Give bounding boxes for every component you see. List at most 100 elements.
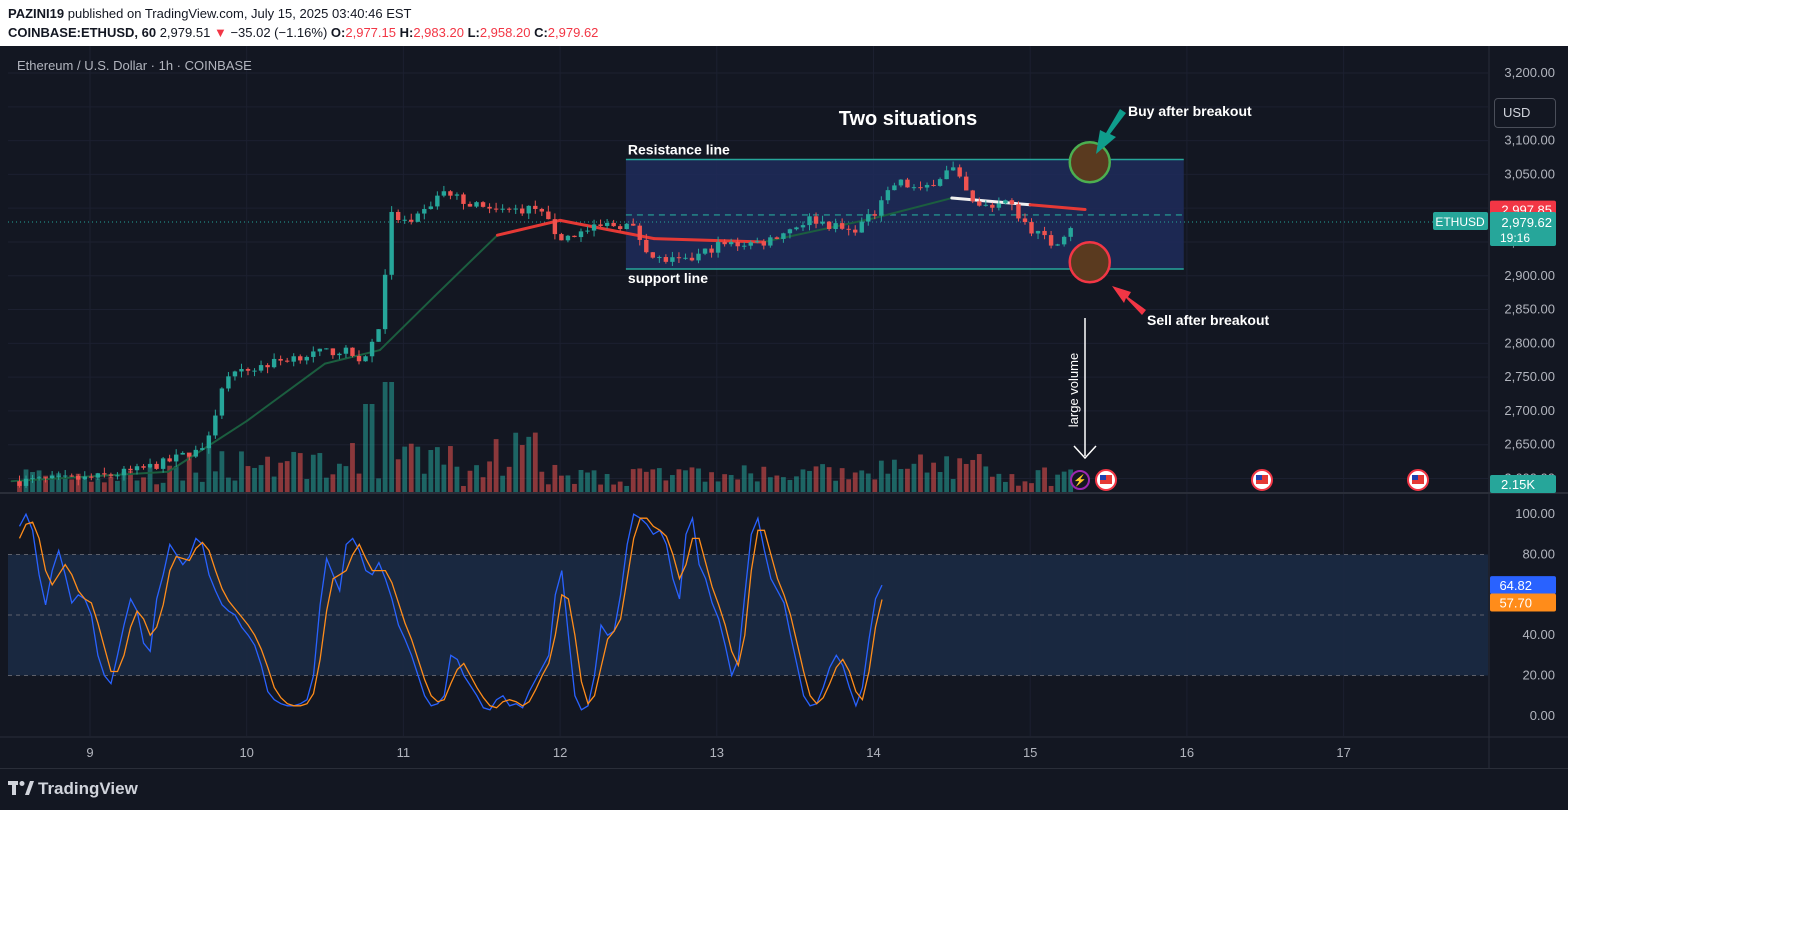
candle-body[interactable] — [115, 475, 120, 477]
candle-body[interactable] — [389, 211, 394, 275]
candle-body[interactable] — [839, 223, 845, 229]
candle-body[interactable] — [441, 191, 447, 196]
candle-body[interactable] — [676, 257, 682, 259]
candle-body[interactable] — [474, 202, 479, 207]
candle-body[interactable] — [637, 225, 642, 240]
candle-body[interactable] — [160, 458, 166, 469]
candle-body[interactable] — [918, 187, 923, 189]
candle-body[interactable] — [794, 227, 799, 230]
candle-body[interactable] — [154, 463, 159, 469]
candle-body[interactable] — [350, 347, 355, 356]
candle-body[interactable] — [990, 204, 995, 208]
candle-body[interactable] — [696, 253, 701, 261]
candle-body[interactable] — [611, 222, 616, 227]
candle-body[interactable] — [134, 466, 140, 471]
ethereum-event-icon[interactable] — [1070, 470, 1090, 490]
candlesticks[interactable] — [17, 161, 1073, 488]
candle-body[interactable] — [833, 223, 838, 230]
candle-body[interactable] — [552, 219, 558, 235]
candle-body[interactable] — [1035, 230, 1041, 234]
candle-body[interactable] — [905, 179, 910, 188]
candle-body[interactable] — [23, 478, 29, 486]
candle-body[interactable] — [911, 187, 917, 189]
candle-body[interactable] — [363, 356, 368, 362]
candle-body[interactable] — [807, 216, 812, 226]
candle-body[interactable] — [944, 170, 949, 180]
currency-button[interactable]: USD — [1494, 98, 1556, 128]
candle-body[interactable] — [415, 213, 420, 222]
candle-body[interactable] — [924, 184, 930, 188]
candle-body[interactable] — [1048, 235, 1054, 246]
candle-body[interactable] — [402, 219, 407, 221]
candle-body[interactable] — [578, 231, 584, 238]
chart-canvas[interactable]: Two situations Resistance line support l… — [0, 46, 1568, 768]
candle-body[interactable] — [76, 475, 81, 480]
candle-body[interactable] — [1061, 236, 1067, 245]
candle-body[interactable] — [141, 466, 146, 468]
candle-body[interactable] — [239, 368, 244, 372]
candle-body[interactable] — [226, 376, 231, 389]
candle-body[interactable] — [43, 477, 48, 479]
candle-body[interactable] — [219, 388, 225, 416]
candle-body[interactable] — [755, 241, 760, 243]
candle-body[interactable] — [382, 274, 388, 330]
candle-body[interactable] — [102, 473, 107, 475]
candle-body[interactable] — [69, 475, 74, 477]
candle-body[interactable] — [291, 356, 296, 362]
candle-body[interactable] — [983, 204, 989, 206]
candle-body[interactable] — [513, 208, 518, 210]
candle-body[interactable] — [964, 176, 969, 191]
candle-body[interactable] — [866, 214, 871, 222]
candle-body[interactable] — [62, 475, 68, 477]
candle-body[interactable] — [898, 179, 904, 186]
candle-body[interactable] — [49, 475, 55, 479]
candle-body[interactable] — [17, 481, 22, 486]
candle-body[interactable] — [774, 237, 780, 239]
candle-body[interactable] — [539, 208, 545, 212]
candle-body[interactable] — [147, 463, 153, 468]
candle-body[interactable] — [369, 341, 375, 357]
candle-body[interactable] — [957, 167, 962, 177]
candle-body[interactable] — [670, 257, 675, 262]
candle-body[interactable] — [128, 468, 133, 471]
candle-body[interactable] — [950, 167, 956, 171]
candle-body[interactable] — [728, 241, 734, 245]
event-markers[interactable]: ⚡ — [1070, 469, 1429, 491]
candle-body[interactable] — [800, 225, 806, 228]
candle-body[interactable] — [330, 348, 336, 356]
candle-body[interactable] — [885, 190, 891, 201]
candle-body[interactable] — [30, 478, 35, 480]
candle-body[interactable] — [996, 203, 1002, 208]
candle-body[interactable] — [311, 351, 316, 357]
candle-body[interactable] — [428, 206, 434, 210]
candle-body[interactable] — [467, 203, 473, 207]
candle-body[interactable] — [650, 252, 656, 258]
candle-body[interactable] — [454, 194, 460, 196]
candle-body[interactable] — [604, 222, 610, 226]
candle-body[interactable] — [937, 179, 943, 186]
candle-body[interactable] — [742, 245, 747, 247]
candle-body[interactable] — [559, 234, 564, 241]
candle-body[interactable] — [702, 248, 708, 254]
candle-body[interactable] — [187, 452, 192, 457]
candle-body[interactable] — [245, 368, 251, 371]
candle-body[interactable] — [56, 475, 61, 477]
candle-body[interactable] — [617, 226, 623, 230]
candle-body[interactable] — [395, 211, 401, 221]
candle-body[interactable] — [1003, 200, 1008, 204]
candle-body[interactable] — [761, 241, 767, 246]
candle-body[interactable] — [206, 435, 212, 449]
candle-body[interactable] — [859, 221, 864, 233]
candle-body[interactable] — [493, 208, 499, 210]
candle-body[interactable] — [768, 237, 773, 246]
candle-body[interactable] — [487, 206, 492, 209]
candle-body[interactable] — [709, 248, 714, 253]
candle-body[interactable] — [435, 195, 440, 207]
candle-body[interactable] — [631, 223, 636, 226]
candle-body[interactable] — [565, 235, 571, 241]
candle-body[interactable] — [533, 205, 538, 209]
candle-body[interactable] — [846, 228, 851, 230]
candle-body[interactable] — [689, 257, 695, 261]
candle-body[interactable] — [644, 239, 649, 253]
candle-body[interactable] — [663, 257, 669, 262]
